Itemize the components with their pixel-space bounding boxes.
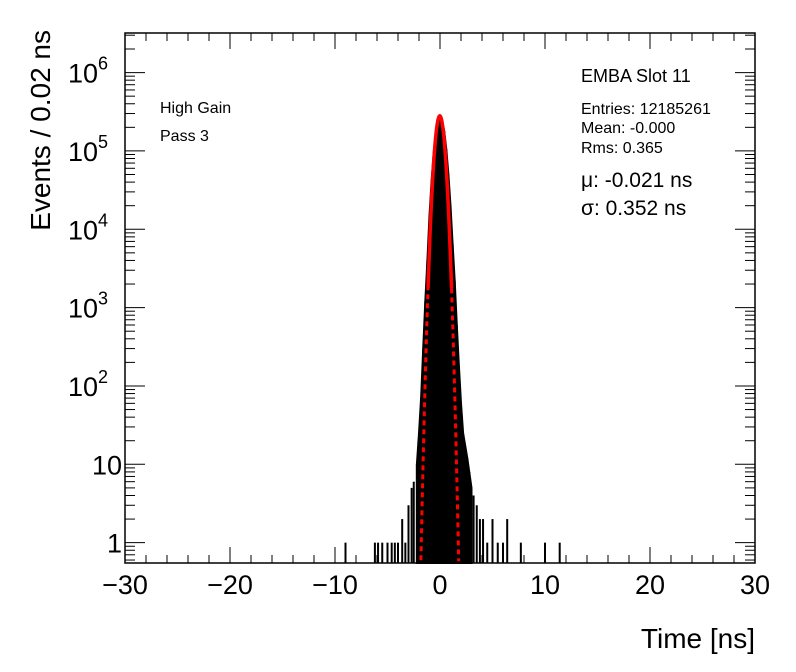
hist-bin (496, 542, 499, 563)
axis-ticks: −30 −20 −10 0 10 20 30 1 10 102 103 104 105 106 (68, 33, 770, 600)
hist-bin (475, 505, 478, 563)
hist-bin (344, 542, 347, 563)
fit-tail-right (449, 270, 461, 562)
entries-stat: Entries: 12185261 (581, 101, 711, 118)
hist-bin (377, 542, 380, 563)
hist-bin (373, 542, 376, 563)
hist-bin (482, 519, 485, 563)
y-tick-label: 106 (68, 54, 108, 89)
y-tick-label: 1 (107, 529, 122, 559)
fit-tail-left (419, 269, 431, 561)
hist-bin (397, 542, 399, 563)
plot-data (344, 113, 561, 564)
hist-bin (401, 519, 404, 563)
x-tick-label: −30 (102, 570, 148, 600)
gain-label: High Gain (160, 100, 231, 117)
hist-bin (410, 487, 413, 563)
module-label: EMBA Slot 11 (581, 66, 691, 86)
hist-bin (407, 505, 410, 563)
x-tick-label: 0 (432, 570, 447, 600)
pass-label: Pass 3 (160, 128, 209, 145)
x-tick-label: −10 (312, 570, 358, 600)
hist-bin (506, 519, 509, 563)
hist-bin (412, 481, 415, 563)
y-tick-label: 102 (68, 367, 108, 402)
fit-mu-label: μ: -0.021 ns (581, 169, 692, 192)
hist-bin (478, 519, 481, 563)
y-tick-label: 10 (92, 450, 122, 480)
hist-bin (502, 542, 504, 563)
x-tick-label: 10 (530, 570, 560, 600)
hist-bin (491, 519, 494, 563)
hist-bin (544, 542, 546, 563)
fit-sigma-label: σ: 0.352 ns (581, 197, 686, 220)
hist-bin (390, 542, 393, 563)
hist-bin (404, 542, 407, 563)
hist-bin (386, 542, 389, 563)
y-tick-label: 104 (68, 210, 108, 245)
x-tick-label: −20 (207, 570, 253, 600)
y-tick-label: 103 (68, 289, 108, 324)
mean-stat: Mean: -0.000 (581, 120, 675, 137)
y-axis-title: Events / 0.02 ns (25, 30, 56, 231)
x-axis-title: Time [ns] (641, 623, 755, 654)
hist-bin (393, 542, 396, 563)
hist-bin (486, 542, 489, 563)
hist-bin (558, 542, 561, 563)
hist-bin (519, 542, 522, 563)
x-tick-label: 30 (740, 570, 770, 600)
hist-bin (472, 495, 475, 563)
hist-bin (381, 542, 384, 563)
rms-stat: Rms: 0.365 (581, 140, 663, 157)
x-tick-label: 20 (635, 570, 665, 600)
fit-curve (426, 114, 454, 289)
plot-frame (124, 32, 756, 564)
y-tick-label: 105 (68, 132, 108, 167)
